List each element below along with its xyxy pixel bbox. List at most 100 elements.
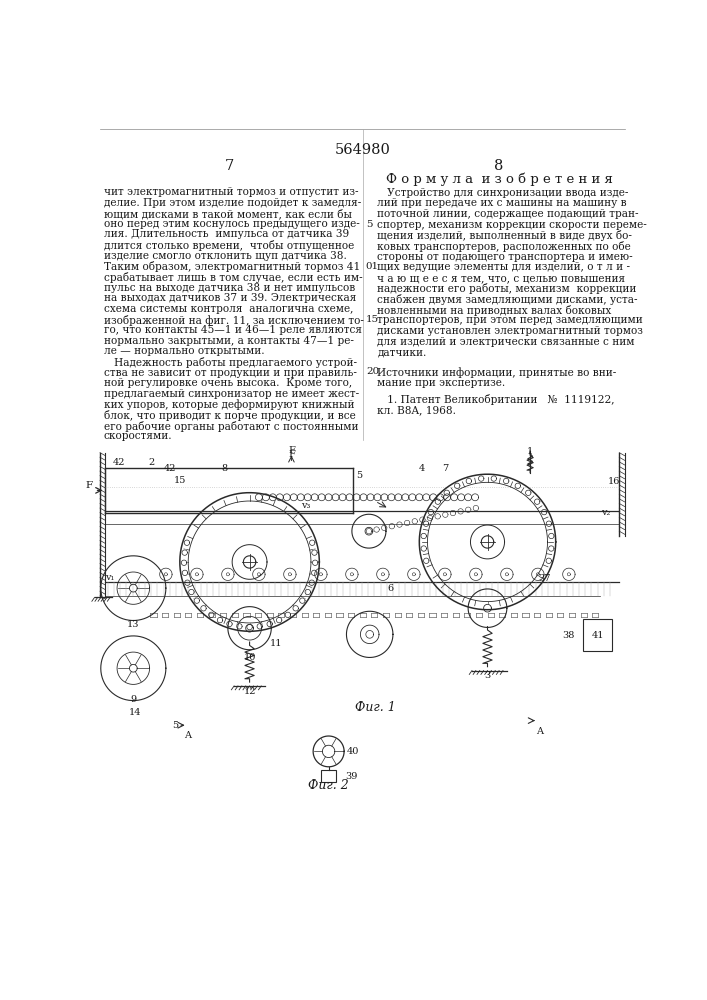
Text: v₁: v₁: [105, 573, 115, 582]
Polygon shape: [310, 540, 315, 545]
Text: длится столько времени,  чтобы отпущенное: длится столько времени, чтобы отпущенное: [104, 240, 354, 251]
Polygon shape: [466, 478, 472, 484]
Polygon shape: [285, 612, 291, 618]
Polygon shape: [288, 573, 291, 576]
Polygon shape: [217, 617, 223, 623]
Polygon shape: [226, 573, 230, 576]
Polygon shape: [267, 621, 272, 627]
Polygon shape: [484, 604, 491, 612]
Polygon shape: [474, 573, 477, 576]
Polygon shape: [243, 556, 256, 568]
Text: ле — нормально открытыми.: ле — нормально открытыми.: [104, 346, 264, 356]
Text: 12: 12: [243, 687, 256, 696]
Text: 14: 14: [129, 708, 141, 717]
Polygon shape: [443, 573, 446, 576]
Text: F: F: [288, 450, 295, 459]
Polygon shape: [423, 558, 429, 563]
Text: пульс на выходе датчика 38 и нет импульсов: пульс на выходе датчика 38 и нет импульс…: [104, 283, 355, 293]
Polygon shape: [247, 624, 252, 630]
Polygon shape: [257, 573, 260, 576]
Text: снабжен двумя замедляющими дисками, уста-: снабжен двумя замедляющими дисками, уста…: [378, 294, 638, 305]
Polygon shape: [435, 499, 440, 504]
Text: 5: 5: [366, 220, 373, 229]
Text: стороны от подающего транспортера и имею-: стороны от подающего транспортера и имею…: [378, 252, 633, 262]
Text: 42: 42: [163, 464, 176, 473]
Text: схема системы контроля  аналогична схеме,: схема системы контроля аналогична схеме,: [104, 304, 354, 314]
Polygon shape: [534, 499, 540, 504]
Text: 10: 10: [243, 653, 256, 662]
Text: для изделий и электрически связанные с ним: для изделий и электрически связанные с н…: [378, 337, 635, 347]
Text: 7: 7: [442, 464, 448, 473]
Polygon shape: [276, 617, 282, 623]
Text: 40: 40: [347, 747, 360, 756]
Polygon shape: [129, 584, 137, 592]
Text: 37: 37: [538, 574, 550, 583]
Polygon shape: [525, 490, 531, 496]
Polygon shape: [300, 598, 305, 603]
Polygon shape: [455, 483, 460, 489]
Text: 11: 11: [269, 639, 282, 648]
Text: на выходах датчиков 37 и 39. Электрическая: на выходах датчиков 37 и 39. Электрическ…: [104, 293, 356, 303]
Text: v₃: v₃: [300, 500, 310, 510]
Polygon shape: [182, 550, 187, 555]
Text: v₂: v₂: [602, 508, 611, 517]
Polygon shape: [351, 573, 354, 576]
Text: делие. При этом изделие подойдет к замедля-: делие. При этом изделие подойдет к замед…: [104, 198, 361, 208]
Text: F: F: [288, 446, 295, 455]
Text: лий при передаче их с машины на машину в: лий при передаче их с машины на машину в: [378, 198, 627, 208]
Polygon shape: [506, 573, 508, 576]
Text: новленными на приводных валах боковых: новленными на приводных валах боковых: [378, 305, 612, 316]
Polygon shape: [164, 573, 168, 576]
Text: 7: 7: [225, 158, 234, 172]
Text: Надежность работы предлагаемого устрой-: Надежность работы предлагаемого устрой-: [104, 357, 357, 368]
Polygon shape: [421, 546, 426, 551]
Text: A: A: [536, 727, 543, 736]
Text: 5: 5: [356, 471, 363, 480]
Polygon shape: [305, 589, 310, 595]
Text: Ф о р м у л а  и з о б р е т е н и я: Ф о р м у л а и з о б р е т е н и я: [386, 172, 612, 186]
Polygon shape: [312, 560, 318, 565]
Polygon shape: [366, 631, 373, 638]
Polygon shape: [257, 624, 262, 629]
Text: изображенной на фиг. 11, за исключением то-: изображенной на фиг. 11, за исключением …: [104, 315, 363, 326]
Polygon shape: [185, 580, 190, 585]
Polygon shape: [423, 521, 429, 526]
Polygon shape: [189, 589, 194, 595]
Polygon shape: [546, 558, 551, 563]
Text: Устройство для синхронизации ввода изде-: Устройство для синхронизации ввода изде-: [378, 188, 629, 198]
Text: предлагаемый синхронизатор не имеет жест-: предлагаемый синхронизатор не имеет жест…: [104, 389, 359, 399]
Text: F: F: [85, 481, 92, 490]
Polygon shape: [182, 570, 187, 576]
Text: 01: 01: [366, 262, 379, 271]
Polygon shape: [537, 573, 539, 576]
Polygon shape: [246, 624, 253, 632]
Text: 20: 20: [366, 367, 379, 376]
Text: датчики.: датчики.: [378, 347, 427, 357]
Text: лия. Длительность  импульса от датчика 39: лия. Длительность импульса от датчика 39: [104, 229, 349, 239]
Polygon shape: [567, 573, 571, 576]
Text: 564980: 564980: [335, 143, 391, 157]
Polygon shape: [312, 570, 317, 576]
Text: Фиг. 2: Фиг. 2: [308, 779, 349, 792]
Text: щения изделий, выполненный в виде двух бо-: щения изделий, выполненный в виде двух б…: [378, 230, 632, 241]
Text: Таким образом, электромагнитный тормоз 41: Таким образом, электромагнитный тормоз 4…: [104, 261, 360, 272]
Text: 5: 5: [172, 721, 178, 730]
Text: 16: 16: [607, 477, 620, 486]
Text: дисками установлен электромагнитный тормоз: дисками установлен электромагнитный торм…: [378, 326, 643, 336]
Text: ной регулировке очень высока.  Кроме того,: ной регулировке очень высока. Кроме того…: [104, 378, 352, 388]
Text: мание при экспертизе.: мание при экспертизе.: [378, 378, 506, 388]
Polygon shape: [237, 624, 242, 629]
Text: 8: 8: [221, 464, 227, 473]
Bar: [583, 619, 612, 651]
Text: поточной линии, содержащее подающий тран-: поточной линии, содержащее подающий тран…: [378, 209, 639, 219]
Text: ч а ю щ е е с я тем, что, с целью повышения: ч а ю щ е е с я тем, что, с целью повыше…: [378, 273, 626, 283]
Text: 39: 39: [346, 772, 358, 781]
Polygon shape: [549, 546, 554, 551]
Polygon shape: [549, 533, 554, 539]
Bar: [321, 770, 337, 782]
Polygon shape: [309, 580, 315, 585]
Polygon shape: [365, 527, 373, 535]
Polygon shape: [381, 573, 385, 576]
Text: чит электромагнитный тормоз и отпустит из-: чит электромагнитный тормоз и отпустит и…: [104, 187, 358, 197]
Text: 15: 15: [174, 476, 186, 485]
